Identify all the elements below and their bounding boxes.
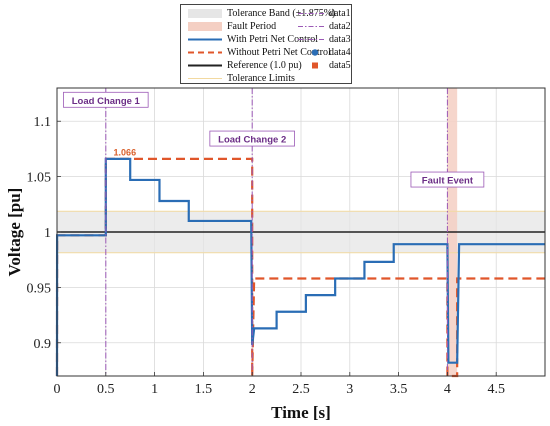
legend-symbol [311, 49, 319, 56]
x-tick-label: 2 [249, 382, 256, 397]
legend-item: With Petri Net Control [185, 33, 318, 46]
legend-item-label: Without Petri Net Control [227, 47, 331, 58]
legend-item: data5 [295, 59, 351, 72]
legend-symbol [312, 62, 318, 69]
plot-frame [56, 87, 546, 377]
legend-item: Fault Period [185, 20, 295, 33]
chart-legend: Tolerance Band (±1.875%) Fault Period With… [180, 4, 352, 84]
event-label-box [410, 171, 485, 188]
legend-column-right: data1 data2 data3 data4 data5 [295, 7, 351, 72]
x-tick-label: 0 [54, 382, 61, 397]
legend-item-label: data3 [329, 34, 351, 45]
plot-border [56, 87, 546, 377]
with-petri-net-control-line [55, 157, 545, 377]
legend-item: data2 [295, 20, 351, 33]
legend-symbol [188, 38, 222, 41]
legend-symbol [188, 9, 222, 18]
legend-marker [312, 62, 318, 69]
y-tick-label: 0.95 [27, 281, 52, 296]
legend-item-label: Reference (1.0 pu) [227, 60, 302, 71]
legend-item: data1 [295, 7, 351, 20]
legend-symbol [298, 13, 325, 14]
event-label: Load Change 1 [72, 96, 141, 107]
event-label-box [63, 91, 149, 108]
event-label-box [209, 130, 295, 147]
x-tick-label: 1 [151, 382, 158, 397]
legend-item: Tolerance Limits [185, 72, 295, 85]
legend-symbol [188, 78, 222, 79]
y-tick-label: 1.1 [34, 115, 52, 130]
legend-symbol [188, 64, 222, 67]
x-tick-label: 3 [346, 382, 353, 397]
y-tick-label: 1 [44, 226, 51, 241]
legend-item-label: data5 [329, 60, 351, 71]
event-label: Fault Event [422, 176, 474, 187]
legend-item-label: Tolerance Limits [227, 73, 295, 84]
x-tick-label: 3.5 [390, 382, 408, 397]
peak-annotation: 1.066 [114, 148, 137, 158]
legend-item-label: data4 [329, 47, 351, 58]
legend-patch [188, 22, 222, 31]
legend-symbol [298, 39, 325, 40]
series-lines [55, 157, 545, 378]
y-tick-label: 1.05 [27, 171, 52, 186]
legend-item: data4 [295, 46, 351, 59]
legend-symbol [188, 51, 222, 54]
x-tick-label: 4 [444, 382, 451, 397]
axis-ticks: 0 0.5 1 1.5 2 2.5 3 3.5 4 4.5 0.9 0.95 1 1.05 1.1 [27, 115, 505, 397]
legend-item-label: Fault Period [227, 21, 277, 32]
legend-item: Tolerance Band (±1.875%) [185, 7, 335, 20]
x-axis-label: Time [s] [271, 403, 331, 422]
x-tick-label: 0.5 [97, 382, 115, 397]
legend-item-label: With Petri Net Control [227, 34, 318, 45]
x-tick-label: 2.5 [292, 382, 310, 397]
legend-item: Without Petri Net Control [185, 46, 331, 59]
legend-item: data3 [295, 33, 351, 46]
legend-item: Reference (1.0 pu) [185, 59, 302, 72]
legend-column-left: Tolerance Band (±1.875%) Fault Period With… [185, 7, 335, 85]
event-label: Load Change 2 [218, 135, 286, 146]
x-tick-label: 1.5 [195, 382, 213, 397]
y-tick-label: 0.9 [34, 337, 52, 352]
legend-item-label: data1 [329, 8, 351, 19]
x-tick-label: 4.5 [487, 382, 505, 397]
event-markers: Load Change 1 Load Change 2 Fault Event 1.0… [63, 88, 485, 376]
y-axis-label: Voltage [pu] [5, 188, 24, 277]
legend-symbol [298, 26, 325, 27]
legend-item-label: data2 [329, 21, 351, 32]
legend-marker [311, 49, 319, 56]
legend-symbol [188, 22, 222, 31]
legend-patch [188, 9, 222, 18]
legend-item-label: Tolerance Band (±1.875%) [227, 8, 336, 19]
